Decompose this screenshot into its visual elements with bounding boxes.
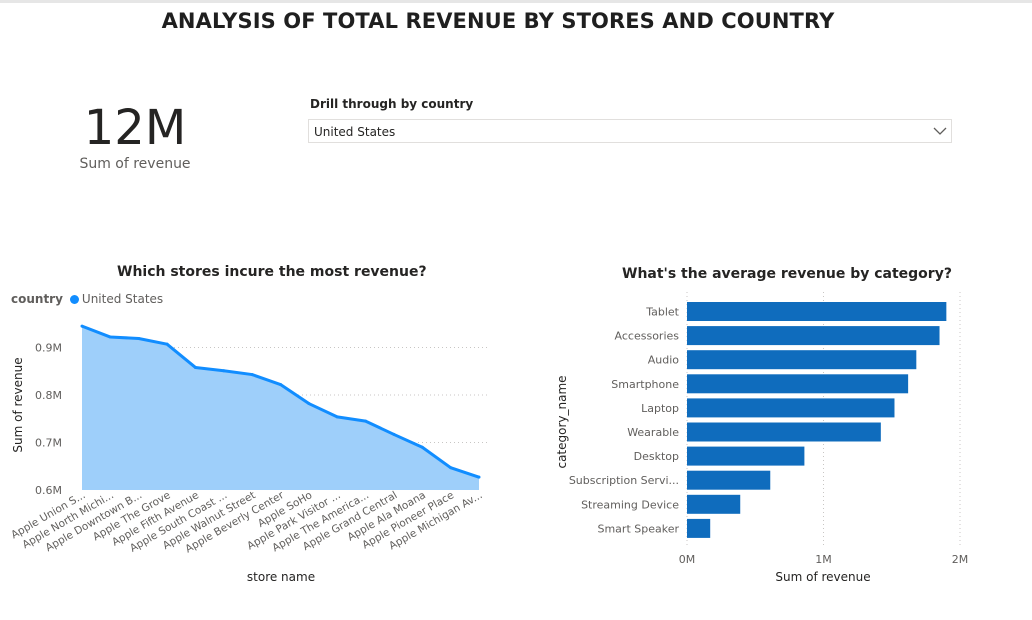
dropdown-selected-value: United States [314, 125, 396, 139]
x-axis-title: Sum of revenue [775, 570, 870, 584]
chevron-down-icon [933, 127, 947, 135]
bar [687, 302, 947, 321]
bar [687, 494, 741, 514]
bar [687, 422, 881, 442]
data-point [222, 369, 226, 373]
data-point [108, 335, 112, 339]
bar-chart: 0M 1M 2M Tablet Accessories Audio Smartphone La… [555, 292, 969, 584]
y-tick-label: Smart Speaker [597, 522, 679, 535]
bar [687, 518, 711, 538]
area-chart-title: Which stores incure the most revenue? [117, 264, 427, 280]
legend-marker [69, 294, 79, 304]
data-point [477, 475, 481, 479]
y-tick-label: 0.6M [35, 484, 62, 497]
bar [687, 326, 940, 346]
data-point [165, 342, 169, 346]
bar [687, 470, 771, 490]
y-axis-title: Sum of revenue [11, 357, 25, 452]
kpi-card: 12M Sum of revenue [60, 98, 210, 172]
data-point [137, 336, 141, 340]
y-tick-label: Tablet [645, 306, 679, 319]
data-point [449, 466, 453, 470]
y-tick-label: Audio [648, 354, 680, 367]
x-tick-label: 2M [952, 553, 969, 566]
data-point [193, 365, 197, 369]
legend-title: country [11, 292, 63, 306]
bar [687, 350, 917, 370]
bar [687, 374, 909, 394]
y-axis-title: category_name [555, 375, 569, 468]
x-tick-label: 1M [815, 553, 832, 566]
x-tick-label: 0M [679, 553, 696, 566]
bar [687, 446, 805, 466]
data-point [364, 419, 368, 423]
kpi-value: 12M [83, 100, 187, 156]
bar-chart-title: What's the average revenue by category? [622, 266, 952, 282]
data-point [250, 373, 254, 377]
y-tick-label: Streaming Device [581, 498, 679, 511]
bar [687, 398, 895, 418]
country-dropdown[interactable]: United States [308, 119, 952, 143]
page-title: ANALYSIS OF TOTAL REVENUE BY STORES AND … [161, 9, 835, 33]
data-point [335, 415, 339, 419]
data-point [420, 445, 424, 449]
y-tick-label: 0.8M [35, 389, 62, 402]
top-border [0, 0, 1032, 3]
x-axis-title: store name [247, 570, 315, 584]
area-chart-legend: country United States [11, 292, 163, 306]
y-tick-label: Accessories [615, 330, 680, 343]
y-tick-label: 0.9M [35, 342, 62, 355]
y-tick-label: Subscription Servi... [569, 474, 679, 487]
y-tick-label: Desktop [634, 450, 679, 463]
data-point [80, 324, 84, 328]
data-point [279, 383, 282, 387]
area-fill [82, 326, 479, 490]
y-tick-label: Wearable [627, 426, 679, 439]
legend-item: United States [81, 292, 164, 306]
slicer-title: Drill through by country [310, 97, 474, 111]
data-point [307, 402, 311, 406]
y-tick-label: Laptop [641, 402, 679, 415]
y-tick-label: 0.7M [35, 437, 62, 450]
kpi-label: Sum of revenue [79, 156, 191, 172]
data-point [392, 432, 396, 436]
y-tick-label: Smartphone [611, 378, 679, 391]
